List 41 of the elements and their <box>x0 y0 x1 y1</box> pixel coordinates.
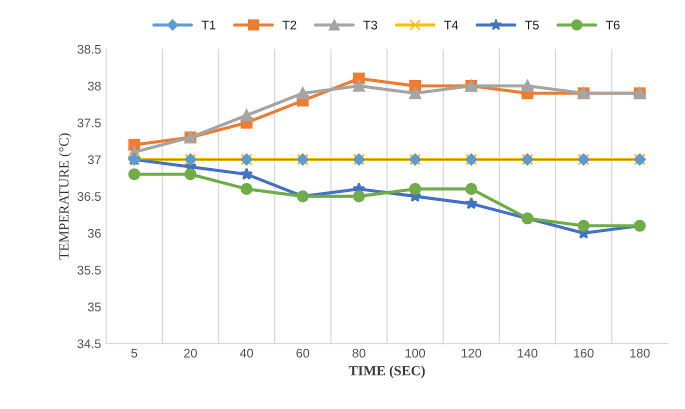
legend-label: T5 <box>525 20 539 30</box>
x-tick-label: 160 <box>574 348 594 358</box>
x-tick-label: 5 <box>131 348 138 358</box>
legend-label: T2 <box>282 20 296 30</box>
point <box>465 183 478 195</box>
y-tick-label: 36 <box>88 228 101 238</box>
point <box>409 87 422 100</box>
x-tick-label: 40 <box>240 348 254 358</box>
x-tick-label: 140 <box>518 348 538 358</box>
point <box>353 190 365 202</box>
y-tick-label: 38 <box>88 82 101 91</box>
point <box>353 80 365 92</box>
point <box>240 109 253 122</box>
point <box>522 80 534 92</box>
x-tick-label: 80 <box>352 348 366 358</box>
x-tick-label: 120 <box>462 348 482 358</box>
y-tick-label: 36.5 <box>77 192 101 201</box>
y-tick-label: 37 <box>88 155 101 164</box>
y-axis-title: TEMPERATURE (°C) <box>58 133 72 260</box>
point <box>184 168 196 180</box>
point <box>464 197 478 210</box>
x-tick-label: 20 <box>184 348 197 358</box>
point <box>296 87 309 100</box>
y-tick-label: 38.5 <box>77 44 101 54</box>
point <box>409 183 422 195</box>
legend-label: T6 <box>606 20 620 30</box>
point <box>240 168 253 180</box>
point <box>240 183 253 195</box>
y-tick-label: 37.5 <box>77 118 101 128</box>
y-tick-label: 35.5 <box>77 266 101 275</box>
x-tick-label: 60 <box>296 348 310 358</box>
point <box>578 220 590 232</box>
legend-label: T4 <box>444 20 458 30</box>
x-tick-label: 180 <box>630 348 650 358</box>
x-tick-label: 100 <box>406 348 426 358</box>
legend-label: T1 <box>202 20 216 30</box>
y-tick-label: 35 <box>88 302 101 312</box>
y-tick-label: 34.5 <box>77 339 101 348</box>
point <box>128 168 140 180</box>
legend-label: T3 <box>363 20 378 30</box>
x-axis-title: TIME (SEC) <box>348 366 425 378</box>
